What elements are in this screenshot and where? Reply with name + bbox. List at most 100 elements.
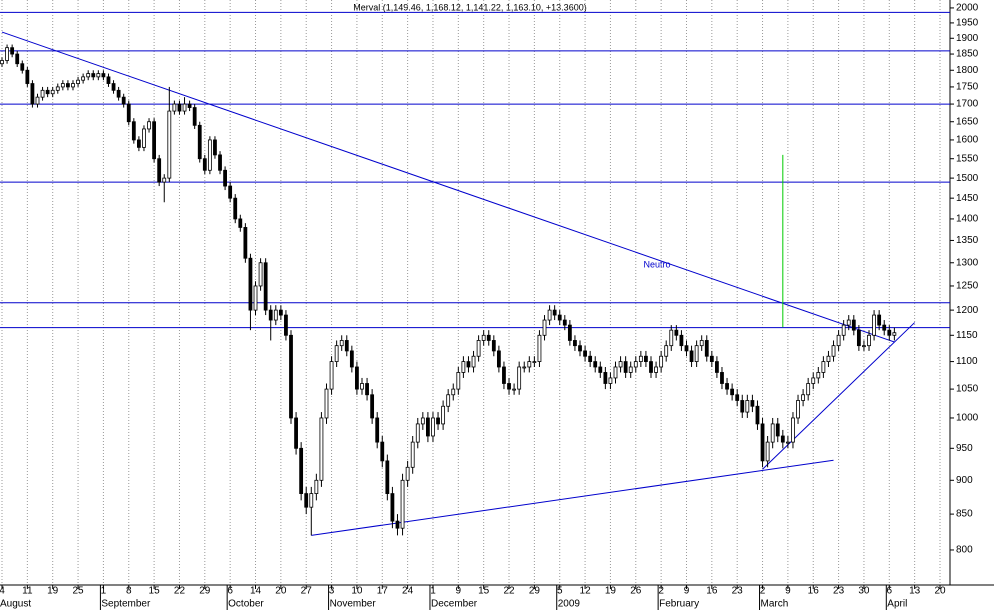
candle-body bbox=[126, 103, 131, 123]
x-tick-label: 6 bbox=[887, 586, 893, 597]
candle-body bbox=[405, 466, 410, 481]
candle-body bbox=[152, 121, 157, 160]
candle-body bbox=[496, 350, 501, 368]
candle-body bbox=[562, 319, 567, 326]
candle-body bbox=[35, 96, 40, 105]
x-tick-label: 19 bbox=[605, 586, 617, 597]
candle-body bbox=[578, 345, 582, 352]
candle-body bbox=[263, 262, 268, 311]
candle-body bbox=[649, 361, 653, 373]
candle-body bbox=[50, 89, 55, 95]
x-tick-label: 20 bbox=[934, 586, 946, 597]
candle-body bbox=[304, 493, 309, 508]
candle-body bbox=[319, 417, 324, 481]
candle-body bbox=[674, 329, 679, 336]
x-tick-label: 24 bbox=[402, 586, 414, 597]
candle-body bbox=[730, 388, 735, 396]
month-label: October bbox=[228, 599, 264, 610]
candle-body bbox=[725, 383, 729, 390]
candle-body bbox=[491, 340, 496, 352]
candle-body bbox=[608, 377, 613, 384]
candle-body bbox=[745, 400, 750, 413]
candle-body bbox=[836, 334, 841, 347]
candle-body bbox=[136, 139, 141, 148]
candle-body bbox=[598, 366, 603, 373]
candle-body bbox=[76, 79, 80, 84]
candle-body bbox=[420, 417, 425, 425]
y-tick-label: 1500 bbox=[956, 173, 979, 184]
candle-body bbox=[66, 83, 70, 88]
y-tick-label: 1400 bbox=[956, 214, 979, 225]
x-tick-label: 4 bbox=[0, 586, 5, 597]
candle-body bbox=[770, 423, 775, 443]
candle-body bbox=[365, 383, 369, 396]
candle-body bbox=[689, 350, 694, 362]
candle-body bbox=[20, 63, 25, 71]
candle-body bbox=[30, 83, 35, 105]
candle-body bbox=[740, 400, 745, 413]
x-tick-label: 2 bbox=[658, 586, 664, 597]
candle-body bbox=[60, 83, 65, 88]
candle-body bbox=[40, 89, 45, 98]
y-tick-label: 1250 bbox=[956, 281, 979, 292]
y-tick-label: 1800 bbox=[956, 65, 979, 76]
x-tick-label: 14 bbox=[250, 586, 262, 597]
candle-body bbox=[704, 340, 709, 357]
x-tick-label: 16 bbox=[706, 586, 718, 597]
x-tick-label: 1 bbox=[101, 586, 107, 597]
candle-body bbox=[796, 400, 800, 419]
y-tick-label: 1600 bbox=[956, 135, 979, 146]
candle-body bbox=[846, 319, 851, 326]
y-tick-label: 1650 bbox=[956, 116, 979, 127]
x-tick-label: 23 bbox=[833, 586, 845, 597]
candle-body bbox=[684, 345, 689, 352]
candle-body bbox=[360, 383, 364, 390]
y-tick-label: 900 bbox=[956, 475, 973, 486]
candle-body bbox=[720, 372, 724, 384]
candle-body bbox=[192, 107, 197, 126]
x-tick-label: 2 bbox=[760, 586, 766, 597]
x-tick-label: 22 bbox=[503, 586, 515, 597]
x-tick-label: 10 bbox=[351, 586, 363, 597]
candle-body bbox=[451, 388, 456, 396]
candle-body bbox=[618, 361, 623, 368]
candle-body bbox=[583, 350, 587, 357]
candle-body bbox=[197, 124, 202, 160]
y-tick-label: 850 bbox=[956, 509, 973, 520]
candle-body bbox=[856, 329, 861, 347]
month-label: August bbox=[0, 599, 31, 610]
candle-body bbox=[243, 227, 248, 259]
x-tick-label: 9 bbox=[785, 586, 791, 597]
candle-body bbox=[517, 366, 522, 390]
candle-body bbox=[207, 139, 212, 171]
candle-body bbox=[867, 334, 871, 347]
candle-body bbox=[268, 309, 273, 321]
x-tick-label: 17 bbox=[377, 586, 389, 597]
month-label: 2009 bbox=[558, 599, 581, 610]
candle-body bbox=[446, 394, 451, 407]
candle-body bbox=[339, 340, 344, 347]
candle-body bbox=[811, 377, 816, 384]
x-tick-label: 23 bbox=[732, 586, 744, 597]
candle-body bbox=[502, 366, 506, 384]
x-tick-label: 9 bbox=[684, 586, 690, 597]
candle-body bbox=[877, 314, 882, 326]
candle-body bbox=[816, 372, 821, 379]
candle-body bbox=[715, 361, 719, 373]
candle-body bbox=[415, 423, 420, 443]
x-tick-label: 9 bbox=[456, 586, 462, 597]
candle-body bbox=[486, 334, 491, 341]
x-tick-label: 30 bbox=[858, 586, 870, 597]
candle-body bbox=[441, 405, 446, 425]
candle-body bbox=[349, 350, 354, 368]
y-tick-label: 1900 bbox=[956, 33, 979, 44]
candle-body bbox=[238, 218, 243, 228]
x-tick-label: 29 bbox=[199, 586, 211, 597]
candle-body bbox=[476, 340, 481, 357]
candle-body bbox=[623, 361, 628, 373]
candle-body bbox=[669, 329, 674, 347]
candle-body bbox=[709, 355, 714, 362]
y-tick-label: 1200 bbox=[956, 305, 979, 316]
